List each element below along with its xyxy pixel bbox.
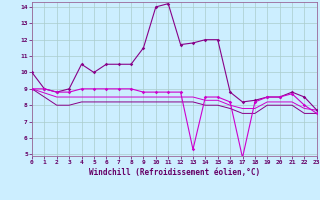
X-axis label: Windchill (Refroidissement éolien,°C): Windchill (Refroidissement éolien,°C): [89, 168, 260, 177]
